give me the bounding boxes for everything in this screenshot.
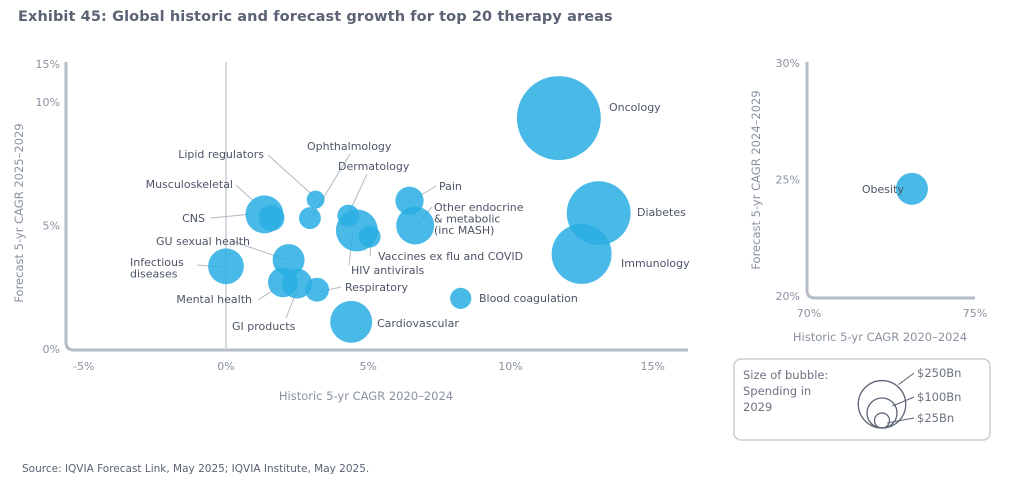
- bubble-oncology: [516, 76, 601, 161]
- x-tick-label: 0%: [217, 360, 234, 373]
- main-x-axis-label: Historic 5-yr CAGR 2020–2024: [279, 389, 453, 403]
- legend-title-line-1: Size of bubble:: [743, 368, 828, 382]
- label-pain: Pain: [439, 180, 462, 193]
- bubble-vaccines-ex-flu-and-covid: [358, 225, 381, 248]
- label-vaccines-ex-flu-and-covid: Vaccines ex flu and COVID: [378, 250, 523, 263]
- main-y-axis-label: Forecast 5-yr CAGR 2025–2029: [12, 123, 26, 302]
- bubble-other-endocrine-metabolic-inc-mash: [396, 206, 435, 245]
- bubble-cns: [245, 195, 284, 234]
- legend-leader: [887, 417, 915, 424]
- x-tick-label: 5%: [360, 360, 377, 373]
- y-tick-label: 5%: [43, 220, 60, 233]
- label-immunology: Immunology: [621, 257, 690, 270]
- label-respiratory: Respiratory: [345, 281, 409, 294]
- bubble-chart: 0% 5% 10% 15% -5% 0% 5% 10% 15% Oncology Diabete…: [12, 57, 991, 441]
- label-cardiovascular: Cardiovascular: [377, 317, 459, 330]
- y-tick-label: 10%: [36, 96, 60, 109]
- label-blood-coagulation: Blood coagulation: [479, 292, 578, 305]
- legend-label-100bn: $100Bn: [917, 390, 961, 404]
- inset-y-axis-label: Forecast 5-yr CAGR 2024–2029: [749, 90, 763, 269]
- label-infectious-diseases: Infectious diseases: [130, 256, 184, 281]
- leader-line-cns: [210, 213, 253, 219]
- bubble-immunology: [551, 223, 612, 284]
- chart-title: Exhibit 45: Global historic and forecast…: [18, 9, 613, 25]
- y-tick-label: 15%: [36, 58, 60, 71]
- bubble-cardiovascular: [330, 300, 373, 343]
- inset-x-axis-label: Historic 5-yr CAGR 2020–2024: [793, 330, 967, 344]
- y-tick-label: 0%: [43, 343, 60, 356]
- legend-title-line-2: Spending in: [743, 384, 811, 398]
- label-obesity: Obesity: [862, 183, 905, 196]
- legend-box: [733, 358, 991, 441]
- legend-circle-25bn: [873, 412, 891, 429]
- bubble-ophthalmology: [298, 207, 321, 230]
- bubble-infectious-diseases: [208, 248, 244, 285]
- legend-label-25bn: $25Bn: [917, 411, 954, 425]
- inset-y-tick-label: 25%: [776, 174, 800, 187]
- bubble-obesity: [895, 172, 928, 205]
- leader-line-ophthalmology: [309, 153, 351, 221]
- label-ophthalmology: Ophthalmology: [307, 140, 392, 153]
- x-tick-label: 10%: [498, 360, 522, 373]
- legend-leader: [892, 396, 915, 407]
- inset-y-tick-label: 30%: [776, 57, 800, 70]
- legend-label-250bn: $250Bn: [917, 366, 961, 380]
- bubble-respiratory: [305, 277, 330, 302]
- main-axes: [64, 62, 688, 352]
- label-oncology: Oncology: [609, 101, 661, 114]
- label-gu-sexual-health: GU sexual health: [156, 235, 250, 248]
- inset-y-tick-label: 20%: [776, 290, 800, 303]
- inset-axes: [805, 62, 975, 300]
- bubble-lipid-regulators: [306, 190, 325, 209]
- source-note: Source: IQVIA Forecast Link, May 2025; I…: [22, 463, 370, 475]
- label-cns: CNS: [182, 212, 205, 225]
- inset-x-tick-label: 75%: [963, 307, 987, 320]
- label-hiv-antivirals: HIV antivirals: [351, 264, 425, 277]
- legend-leader: [898, 372, 915, 385]
- label-musculoskeletal: Musculoskeletal: [146, 178, 233, 191]
- x-tick-label: -5%: [73, 360, 94, 373]
- label-gi-products: GI products: [232, 320, 296, 333]
- label-diabetes: Diabetes: [637, 206, 686, 219]
- bubble-size-legend: Size of bubble: Spending in 2029 $250Bn $…: [733, 358, 991, 441]
- label-mental-health: Mental health: [176, 293, 252, 306]
- x-tick-label: 15%: [641, 360, 665, 373]
- label-other-endocrine-metabolic-inc-mash: Other endocrine & metabolic (inc MASH): [434, 201, 524, 237]
- legend-title-line-3: 2029: [743, 400, 772, 414]
- label-lipid-regulators: Lipid regulators: [178, 148, 264, 161]
- inset-x-tick-label: 70%: [797, 307, 821, 320]
- leader-line-lipid-regulators: [267, 154, 319, 201]
- bubble-gi-products: [282, 268, 313, 299]
- main-plot: 0% 5% 10% 15% -5% 0% 5% 10% 15% Oncology Diabete…: [12, 58, 690, 403]
- bubble-blood-coagulation: [450, 287, 472, 309]
- obesity-inset-plot: 20% 25% 30% 70% 75% Obesity Historic 5-yr C…: [749, 57, 987, 344]
- label-dermatology: Dermatology: [338, 160, 410, 173]
